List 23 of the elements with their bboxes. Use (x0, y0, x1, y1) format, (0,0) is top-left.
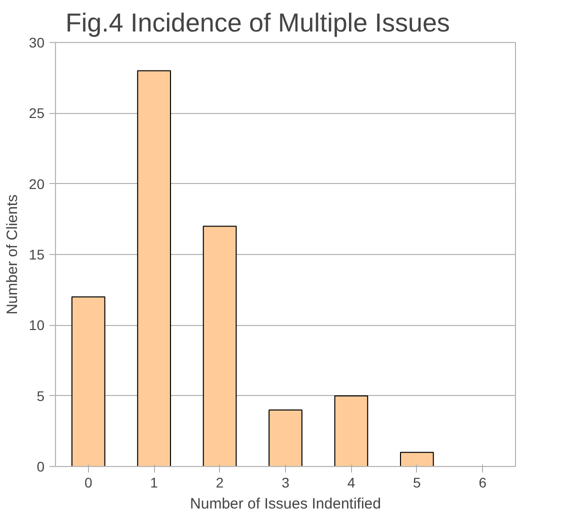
y-tick-label: 30 (28, 34, 45, 50)
chart-title: Fig.4 Incidence of Multiple Issues (66, 8, 450, 38)
bar (400, 452, 434, 466)
y-tick-label: 20 (28, 176, 45, 192)
y-tick-label: 15 (28, 246, 45, 262)
y-tick-label: 10 (28, 317, 45, 334)
x-tick-label: 4 (347, 474, 356, 490)
x-axis-title: Number of Issues Indentified (190, 496, 381, 512)
y-tick-label: 5 (36, 388, 45, 404)
x-tick-label: 6 (478, 474, 487, 490)
bar (71, 296, 106, 466)
bar (334, 395, 368, 466)
y-tick-label: 0 (36, 458, 45, 474)
x-tick-label: 1 (150, 474, 158, 490)
bar (137, 70, 171, 466)
x-tick-label: 5 (413, 474, 422, 490)
bar (202, 226, 237, 466)
x-tick-label: 0 (84, 474, 92, 490)
x-tick-label: 2 (216, 474, 224, 490)
bar (268, 409, 302, 466)
y-axis-title: Number of Clients (4, 194, 21, 315)
y-tick-label: 25 (28, 105, 45, 122)
x-tick-label: 3 (282, 474, 290, 490)
